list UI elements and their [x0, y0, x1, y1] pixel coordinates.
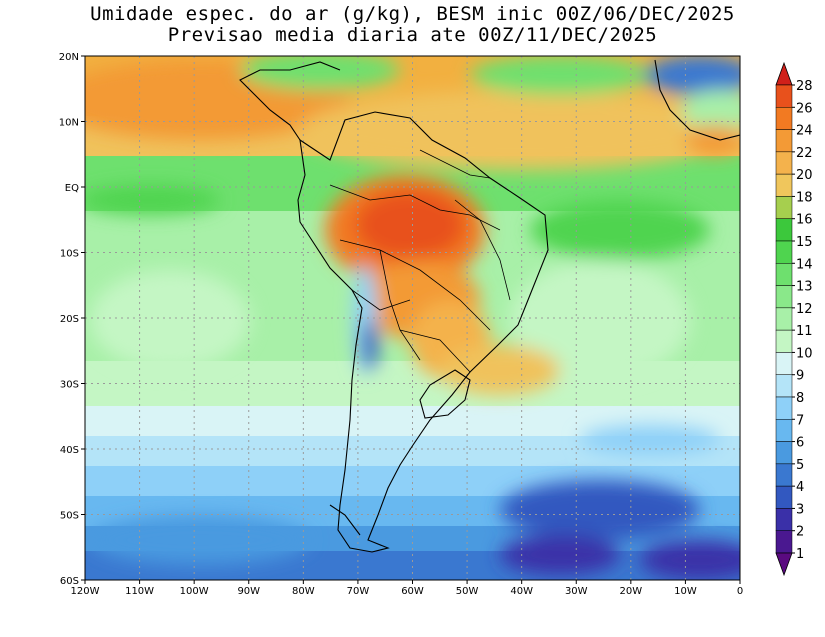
colorbar-label: 14 [796, 257, 813, 272]
colorbar-segment [775, 508, 793, 531]
lon-tick-label: 40W [510, 586, 533, 597]
lat-tick-label: 40S [60, 445, 79, 456]
map-title-line1: Umidade espec. do ar (g/kg), BESM inic 0… [90, 3, 735, 25]
colorbar-segment [775, 173, 793, 197]
lon-tick-label: 30W [565, 586, 588, 597]
lon-tick-label: 10W [674, 586, 697, 597]
graticule [85, 56, 740, 580]
colorbar-label: 6 [796, 436, 804, 451]
lat-tick-label: EQ [65, 183, 79, 194]
colorbar-segment [775, 285, 793, 309]
colorbar-segment [775, 419, 793, 442]
country-borders [329, 149, 511, 373]
colorbar-segment [775, 307, 793, 331]
lat-tick-label: 20S [60, 314, 79, 325]
lat-tick-label: 30S [60, 380, 79, 391]
lon-tick-label: 60W [401, 586, 424, 597]
lat-tick-label: 10N [59, 118, 79, 129]
colorbar-segment [775, 107, 793, 130]
colorbar-segment [775, 530, 793, 554]
colorbar-segment [775, 463, 793, 487]
colorbar-segment [775, 329, 793, 353]
lat-tick-label: 50S [60, 511, 79, 522]
colorbar-label: 3 [796, 502, 804, 517]
colorbar-segment [775, 396, 793, 420]
colorbar-label: 8 [796, 391, 804, 406]
colorbar-label: 24 [796, 124, 813, 139]
colorbar-segment [775, 485, 793, 509]
map-title-line2: Previsao media diaria ate 00Z/11/DEC/202… [167, 24, 658, 46]
colorbar-label: 13 [796, 280, 813, 295]
colorbar-label: 20 [796, 168, 813, 183]
colorbar-segment [775, 84, 793, 108]
colorbar-segment [775, 240, 793, 264]
colorbar-segment [775, 151, 793, 175]
colorbar-label: 11 [796, 324, 813, 339]
lon-tick-label: 120W [71, 586, 100, 597]
latitude-axis: 20N 10N EQ 10S 20S 30S 40S 50S 60S [59, 52, 85, 587]
colorbar-label: 16 [796, 213, 813, 228]
colorbar-label: 10 [796, 346, 813, 361]
lon-tick-label: 70W [347, 586, 370, 597]
lon-tick-label: 90W [237, 586, 260, 597]
humidity-field [85, 56, 740, 580]
colorbar-label: 26 [796, 101, 813, 116]
colorbar-label: 12 [796, 302, 813, 317]
lat-tick-label: 20N [59, 52, 79, 63]
colorbar-label: 5 [796, 458, 804, 473]
colorbar-label: 7 [796, 413, 804, 428]
lon-tick-label: 50W [456, 586, 479, 597]
colorbar-segment [775, 374, 793, 398]
colorbar: 28 26 24 22 20 18 16 15 14 13 12 11 10 9 8 7 6 5 4 3 2 1 [775, 61, 813, 577]
colorbar-label: 28 [796, 79, 813, 94]
colorbar-segment [775, 218, 793, 242]
colorbar-arrow-top [775, 61, 793, 86]
lat-tick-label: 10S [60, 249, 79, 260]
lon-tick-label: 20W [620, 586, 643, 597]
colorbar-label: 15 [796, 235, 813, 250]
lon-tick-label: 100W [180, 586, 209, 597]
colorbar-label: 1 [796, 547, 804, 562]
lon-tick-label: 110W [125, 586, 154, 597]
colorbar-segment [775, 263, 793, 286]
lon-tick-label: 0 [737, 586, 743, 597]
colorbar-segment [775, 129, 793, 153]
coastlines [239, 59, 740, 553]
lat-tick-label: 60S [60, 576, 79, 587]
colorbar-label: 18 [796, 190, 813, 205]
lon-tick-label: 80W [292, 586, 315, 597]
colorbar-arrow-bottom [775, 552, 793, 577]
colorbar-label: 9 [796, 369, 804, 384]
colorbar-label: 22 [796, 146, 813, 161]
colorbar-label: 4 [796, 480, 804, 495]
colorbar-segment [775, 196, 793, 219]
colorbar-segment [775, 352, 793, 375]
longitude-axis: 120W 110W 100W 90W 80W 70W 60W 50W 40W 30W 20W 10W 0 [71, 580, 743, 597]
colorbar-segment [775, 441, 793, 465]
colorbar-label: 2 [796, 525, 804, 540]
